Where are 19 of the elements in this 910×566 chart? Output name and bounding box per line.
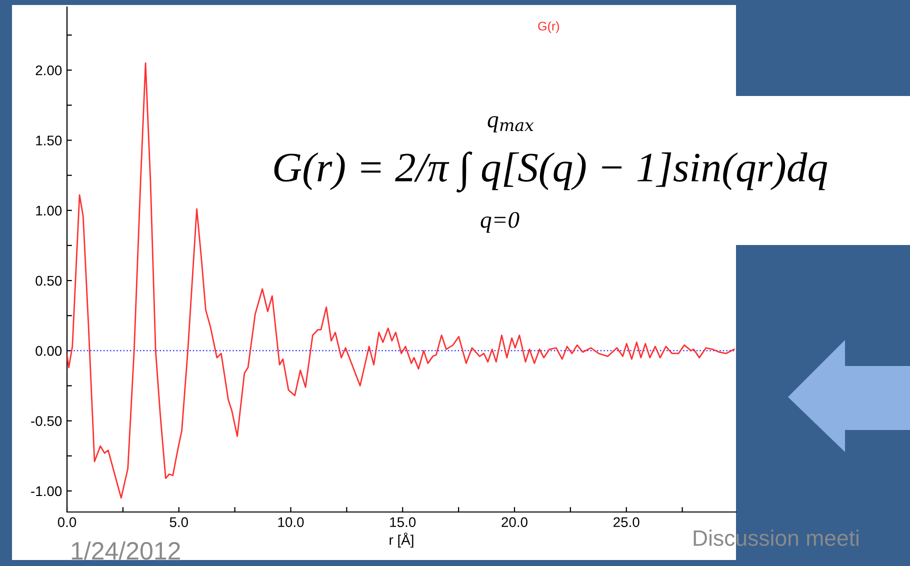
text: 1/24/2012	[72, 541, 180, 560]
x-tick-label: 5.0	[170, 517, 188, 528]
y-tick-label: -1.00	[31, 486, 62, 496]
y-tick-label: 1.50	[36, 136, 62, 146]
y-tick-label: 0.50	[36, 276, 62, 286]
annotation: q=0	[480, 212, 520, 233]
x-tick-label: 10.0	[278, 517, 304, 528]
y-tick-label: 0.00	[36, 346, 62, 356]
x-axis-title: r [Å]	[390, 532, 414, 548]
text: G(r)	[538, 21, 560, 34]
x-tick-label: 0.0	[58, 517, 76, 528]
x-tick-label: 20.0	[502, 517, 528, 528]
annotation: G(r) = 2/π ∫ q[S(q) − 1]sin(qr)dq	[274, 152, 828, 192]
x-tick-label: 25.0	[614, 517, 640, 528]
y-tick-label: 1.00	[36, 206, 62, 216]
y-tick-label: 2.00	[36, 65, 62, 76]
x-tick-label: 15.0	[390, 517, 416, 528]
y-tick-label: -0.50	[31, 416, 62, 426]
annotation: q$_{max}$	[488, 116, 534, 132]
